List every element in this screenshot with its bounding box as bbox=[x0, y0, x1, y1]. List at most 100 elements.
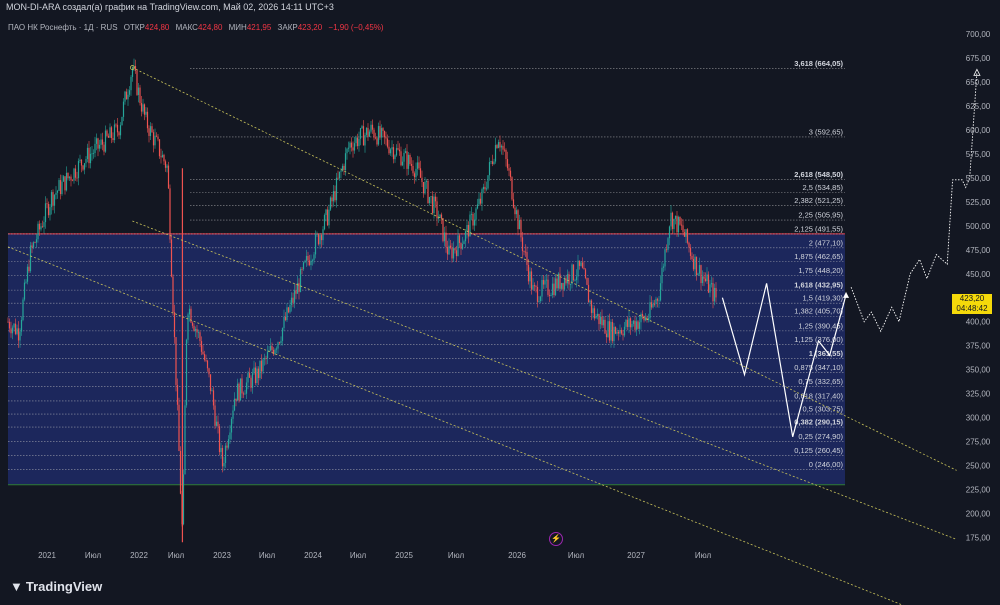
close-value: 423,20 bbox=[297, 23, 323, 32]
candle-down bbox=[406, 151, 408, 169]
candle-up bbox=[293, 290, 296, 303]
candle-down bbox=[442, 218, 444, 242]
symbol-legend[interactable]: ПАО НК Роснефть · 1Д · RUS ОТКР424,80 МА… bbox=[8, 23, 384, 32]
candle-down bbox=[17, 328, 20, 341]
candle-up bbox=[698, 265, 701, 274]
candle-up bbox=[655, 298, 657, 304]
candle-up bbox=[482, 186, 485, 190]
candle-up bbox=[577, 260, 579, 277]
time-tick-label: Июл bbox=[448, 551, 465, 560]
fib-level-label: 1 (361,55) bbox=[809, 349, 844, 358]
candle-up bbox=[710, 283, 713, 285]
time-axis[interactable]: 2021 Июл 2022 Июл 2023 Июл 2024 Июл 2025 Июл 2026 И… bbox=[38, 551, 711, 560]
candle-down bbox=[205, 359, 207, 361]
candle-up bbox=[311, 260, 314, 262]
candle-up bbox=[464, 231, 467, 242]
candle-down bbox=[451, 247, 453, 259]
candle-up bbox=[98, 144, 101, 149]
candle-down bbox=[491, 161, 494, 165]
candle-down bbox=[412, 165, 414, 174]
candle-down bbox=[419, 168, 422, 178]
candle-down bbox=[385, 137, 387, 139]
candle-down bbox=[689, 247, 692, 256]
candle-down bbox=[637, 321, 639, 329]
candle-up bbox=[602, 319, 605, 326]
candle-down bbox=[611, 322, 614, 342]
candle-up bbox=[391, 147, 393, 150]
fib-level-label: 0,382 (290,15) bbox=[794, 418, 843, 427]
candle-up bbox=[473, 219, 476, 226]
candle-down bbox=[629, 318, 632, 328]
candle-up bbox=[407, 154, 410, 169]
candle-down bbox=[52, 192, 54, 206]
candle-down bbox=[10, 328, 12, 334]
candle-up bbox=[613, 326, 615, 342]
candle-up bbox=[631, 323, 633, 328]
candle-up bbox=[563, 278, 566, 290]
candle-down bbox=[47, 203, 50, 216]
candle-up bbox=[283, 316, 285, 329]
candle-up bbox=[65, 172, 68, 191]
low-label: МИН bbox=[228, 23, 247, 32]
candle-up bbox=[104, 130, 107, 152]
candle-up bbox=[302, 262, 305, 270]
price-tick-label: 700,00 bbox=[966, 30, 991, 39]
candle-up bbox=[329, 197, 332, 210]
candle-down bbox=[179, 450, 182, 494]
candle-up bbox=[428, 196, 431, 203]
candle-up bbox=[122, 101, 125, 117]
candle-down bbox=[455, 250, 458, 257]
fib-level-label: 1,125 (376,00) bbox=[794, 335, 843, 344]
candle-down bbox=[272, 349, 275, 355]
candle-down bbox=[106, 130, 108, 136]
candle-up bbox=[461, 244, 464, 249]
candle-down bbox=[176, 384, 179, 405]
tradingview-logo[interactable]: ▼ TradingView bbox=[10, 579, 102, 594]
candle-down bbox=[386, 138, 389, 147]
price-tick-label: 400,00 bbox=[966, 318, 991, 327]
candle-up bbox=[401, 161, 404, 166]
candle-up bbox=[275, 348, 278, 350]
candle-up bbox=[466, 224, 468, 232]
candle-down bbox=[586, 277, 588, 285]
candle-down bbox=[584, 269, 587, 278]
candle-up bbox=[448, 245, 450, 255]
candle-down bbox=[152, 132, 155, 146]
candle-down bbox=[217, 421, 219, 427]
candle-up bbox=[433, 196, 435, 214]
price-tick-label: 225,00 bbox=[966, 486, 991, 495]
candle-up bbox=[488, 162, 491, 176]
candle-up bbox=[478, 198, 480, 205]
fib-level-label: 2,125 (491,55) bbox=[794, 224, 843, 233]
candle-up bbox=[305, 255, 308, 261]
candle-up bbox=[551, 283, 554, 295]
fib-level-label: 3 (592,65) bbox=[809, 127, 844, 136]
candle-down bbox=[458, 235, 461, 243]
price-axis[interactable]: 175,00 200,00 225,00 250,00 275,00 300,00 325,… bbox=[966, 30, 991, 543]
candle-up bbox=[544, 280, 546, 285]
price-tick-label: 300,00 bbox=[966, 414, 991, 423]
candle-up bbox=[319, 235, 321, 245]
candle-down bbox=[568, 274, 570, 285]
candle-down bbox=[209, 374, 212, 391]
candle-down bbox=[110, 127, 113, 139]
candle-up bbox=[286, 307, 288, 321]
candle-down bbox=[653, 303, 656, 305]
candle-down bbox=[593, 308, 596, 319]
candle-down bbox=[436, 201, 438, 219]
lightning-icon[interactable]: ⚡ bbox=[549, 532, 563, 546]
candle-up bbox=[229, 432, 231, 440]
candle-up bbox=[124, 91, 126, 102]
candle-down bbox=[367, 127, 369, 137]
candle-down bbox=[284, 316, 287, 321]
candle-down bbox=[553, 283, 555, 296]
candle-up bbox=[670, 212, 672, 227]
candle-down bbox=[374, 137, 377, 139]
candle-down bbox=[418, 162, 420, 169]
candle-down bbox=[97, 138, 99, 149]
candle-down bbox=[422, 182, 425, 194]
candle-down bbox=[115, 124, 117, 126]
candle-down bbox=[547, 279, 549, 295]
fib-level-label: 1,618 (432,95) bbox=[794, 281, 843, 290]
